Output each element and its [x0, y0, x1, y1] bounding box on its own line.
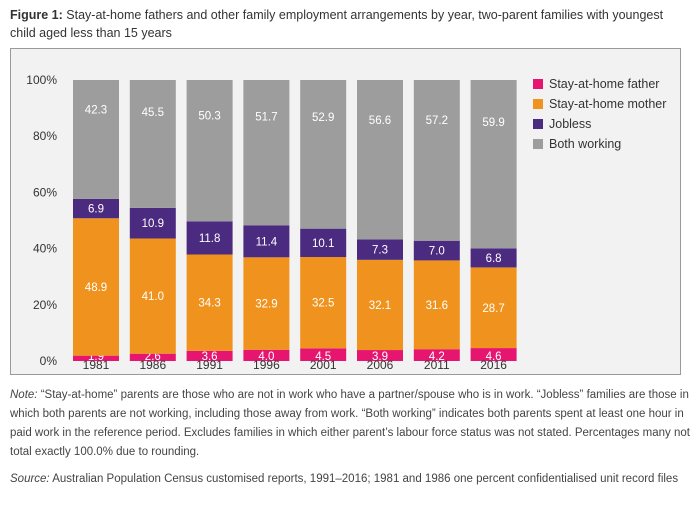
source-text: Australian Population Census customised …: [49, 473, 679, 485]
data-label: 45.5: [142, 107, 164, 119]
data-label: 6.8: [486, 253, 502, 265]
data-label: 32.1: [369, 300, 391, 312]
data-label: 48.9: [85, 282, 107, 294]
bar-segment-stay-at-home-father: [357, 350, 403, 361]
chart-note: Note: “Stay-at-home” parents are those w…: [10, 386, 690, 462]
x-tick-label: 1991: [196, 358, 223, 372]
bar-segment-stay-at-home-mother: [186, 254, 233, 351]
bar-segment-jobless: [129, 207, 176, 239]
bar-segment-both-working: [129, 80, 176, 208]
data-label: 34.3: [198, 298, 220, 310]
data-label: 56.6: [369, 115, 391, 127]
legend-swatch-stay-at-home-mother: [533, 99, 543, 109]
x-tick-label: 1996: [253, 358, 280, 372]
bar-segment-stay-at-home-mother: [300, 257, 347, 349]
legend-label: Jobless: [549, 117, 591, 131]
data-label: 4.2: [429, 351, 445, 363]
bar-segment-both-working: [413, 80, 460, 241]
bar-segment-jobless: [243, 225, 290, 258]
data-label: 7.3: [372, 245, 388, 257]
data-label: 4.0: [258, 351, 274, 363]
bar-segment-both-working: [186, 80, 233, 222]
note-label: Note:: [10, 389, 38, 401]
bar-segment-stay-at-home-father: [470, 348, 517, 361]
data-label: 28.7: [482, 303, 504, 315]
legend-label: Both working: [549, 137, 621, 151]
data-label: 2.6: [145, 351, 161, 363]
bar-segment-both-working: [470, 80, 517, 249]
data-label: 52.9: [312, 112, 334, 124]
figure-title: Figure 1: Stay-at-home fathers and other…: [10, 6, 690, 42]
bar-segment-both-working: [357, 80, 403, 240]
bar-segment-stay-at-home-father: [186, 350, 233, 361]
bar-segment-jobless: [186, 221, 233, 255]
data-label: 51.7: [255, 111, 277, 123]
legend-swatch-both-working: [533, 139, 543, 149]
bar-segment-stay-at-home-mother: [357, 259, 403, 351]
bar-segment-stay-at-home-mother: [73, 218, 119, 356]
stacked-bar-chart: 0%20%40%60%80%100%1.948.96.942.319812.64…: [26, 73, 666, 372]
data-label: 42.3: [85, 105, 107, 117]
x-tick-label: 1986: [139, 358, 166, 372]
data-label: 3.9: [372, 351, 388, 363]
figure-label: Figure 1:: [10, 8, 63, 22]
bar-segment-jobless: [413, 240, 460, 261]
bar-segment-jobless: [357, 239, 403, 260]
bar-segment-stay-at-home-father: [413, 349, 460, 361]
data-label: 4.5: [315, 351, 331, 363]
note-text: “Stay-at-home” parents are those who are…: [10, 389, 690, 458]
y-tick-label: 0%: [40, 354, 58, 368]
data-label: 4.6: [486, 351, 502, 363]
bar-segment-stay-at-home-father: [300, 348, 347, 361]
y-tick-label: 40%: [33, 242, 57, 256]
legend-label: Stay-at-home mother: [549, 97, 666, 111]
data-label: 10.9: [142, 218, 164, 230]
x-tick-label: 2011: [424, 358, 450, 372]
bar-segment-stay-at-home-mother: [243, 257, 290, 350]
data-label: 50.3: [198, 110, 220, 122]
y-tick-label: 80%: [33, 129, 57, 143]
bar-segment-jobless: [300, 228, 347, 258]
data-label: 59.9: [482, 117, 504, 129]
bar-segment-jobless: [73, 198, 119, 219]
bar-segment-stay-at-home-father: [129, 353, 176, 361]
x-tick-label: 2006: [367, 358, 394, 372]
data-label: 57.2: [426, 115, 448, 127]
bar-segment-both-working: [243, 80, 290, 226]
data-label: 7.0: [429, 246, 445, 258]
bar-segment-both-working: [300, 80, 347, 229]
bar-segment-stay-at-home-father: [73, 355, 119, 361]
data-label: 6.9: [88, 204, 104, 216]
figure-title-text: Stay-at-home fathers and other family em…: [10, 8, 664, 40]
y-tick-label: 100%: [26, 73, 57, 87]
legend-swatch-stay-at-home-father: [533, 79, 543, 89]
bar-segment-stay-at-home-mother: [129, 238, 176, 354]
x-tick-label: 2001: [310, 358, 337, 372]
data-label: 11.4: [256, 236, 278, 248]
chart-source: Source: Australian Population Census cus…: [10, 470, 690, 489]
x-tick-label: 1981: [83, 358, 110, 372]
y-tick-label: 20%: [33, 298, 57, 312]
y-tick-label: 60%: [33, 185, 57, 199]
chart-panel: 0% 20% 40% 60% 80% 100% 1.9 48.9 6.9 42.3 1981 2.6 4…: [10, 48, 681, 375]
bar-segment-both-working: [73, 80, 119, 199]
bar-segment-stay-at-home-father: [243, 349, 290, 361]
legend-label: Stay-at-home father: [549, 77, 659, 91]
data-label: 41.0: [142, 291, 164, 303]
legend-swatch-jobless: [533, 119, 543, 129]
data-label: 32.9: [255, 299, 277, 311]
data-label: 32.5: [312, 298, 334, 310]
bar-segment-stay-at-home-mother: [470, 267, 517, 349]
source-label: Source:: [10, 473, 50, 485]
x-tick-label: 2016: [480, 358, 507, 372]
data-label: 10.1: [312, 238, 334, 250]
data-label: 31.6: [426, 300, 448, 312]
data-label: 3.6: [202, 351, 218, 363]
bar-segment-stay-at-home-mother: [413, 260, 460, 350]
bar-segment-jobless: [470, 248, 517, 268]
data-label: 11.8: [199, 233, 221, 245]
